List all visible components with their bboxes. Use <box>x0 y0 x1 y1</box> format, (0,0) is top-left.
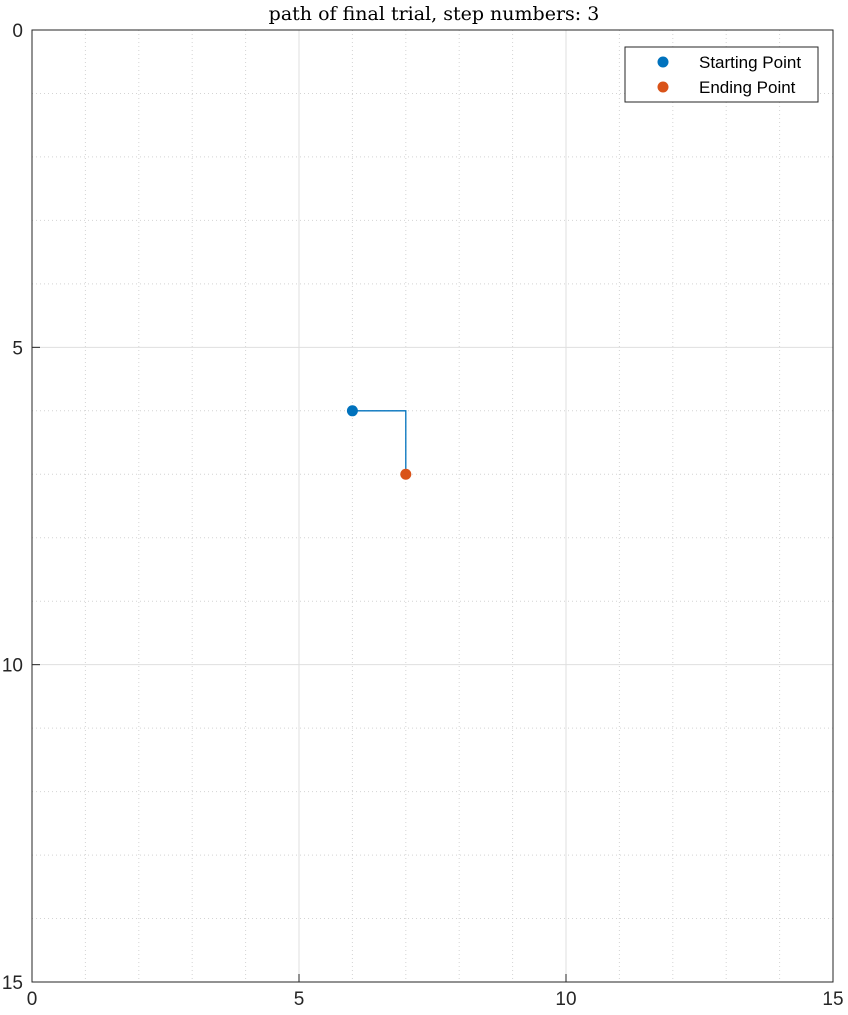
starting-point-marker <box>346 405 358 417</box>
x-tick-label: 10 <box>555 989 576 1010</box>
legend-marker <box>657 81 669 93</box>
legend-marker <box>657 56 669 68</box>
x-tick-label: 15 <box>822 989 843 1010</box>
y-tick-label: 0 <box>12 21 23 42</box>
y-tick-label: 5 <box>12 338 23 359</box>
y-tick-label: 10 <box>2 656 23 677</box>
legend-label: Starting Point <box>699 53 801 72</box>
chart-title: path of final trial, step numbers: 3 <box>269 3 600 25</box>
minor-grid <box>32 30 833 982</box>
x-tick-label: 0 <box>27 989 38 1010</box>
path-line <box>352 410 407 475</box>
data-layer <box>346 405 412 480</box>
plot-area-frame <box>31 29 834 983</box>
axis-ticks <box>31 29 834 983</box>
y-tick-label: 15 <box>2 973 23 994</box>
x-tick-label: 5 <box>294 989 305 1010</box>
legend-box <box>624 46 819 103</box>
legend-label: Ending Point <box>699 78 796 97</box>
legend: Starting Point Ending Point <box>624 46 819 103</box>
major-grid <box>32 30 833 982</box>
ending-point-marker <box>400 468 412 480</box>
